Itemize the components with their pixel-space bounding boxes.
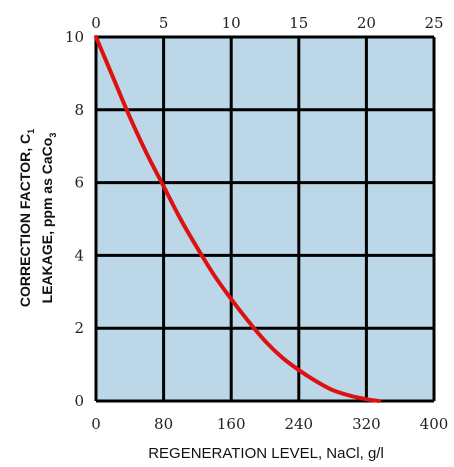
y-axis-title-line1: CORRECTION FACTOR, C1 (17, 129, 36, 307)
x-tick-label: 240 (284, 415, 313, 433)
top-axis-tick-labels: 0 5 10 15 20 25 (91, 14, 443, 32)
y-tick-label: 0 (74, 392, 84, 410)
y-tick-label: 6 (74, 174, 84, 192)
y-tick-label: 8 (74, 101, 84, 119)
plot-background (96, 37, 434, 401)
top-tick-label: 15 (289, 14, 308, 32)
x-tick-label: 0 (91, 415, 101, 433)
y-axis-tick-labels: 0 2 4 6 8 10 (65, 28, 84, 410)
x-tick-label: 80 (154, 415, 173, 433)
y-tick-label: 10 (65, 28, 84, 46)
top-tick-label: 5 (159, 14, 169, 32)
top-tick-label: 10 (222, 14, 241, 32)
top-tick-label: 25 (424, 14, 443, 32)
series-line (94, 35, 382, 403)
x-tick-label: 400 (420, 415, 449, 433)
top-tick-label: 0 (91, 14, 101, 32)
y-tick-label: 2 (74, 319, 84, 337)
x-axis-tick-labels: 0 80 160 240 320 400 (91, 415, 448, 433)
x-tick-label: 160 (217, 415, 246, 433)
top-tick-label: 20 (357, 14, 376, 32)
y-tick-label: 4 (74, 246, 84, 264)
grid-lines (94, 35, 436, 403)
x-axis-title: REGENERATION LEVEL, NaCl, g/l (148, 445, 384, 462)
y-axis-title-line2: LEAKAGE, ppm as CaCo3 (39, 133, 58, 304)
x-tick-label: 320 (352, 415, 381, 433)
